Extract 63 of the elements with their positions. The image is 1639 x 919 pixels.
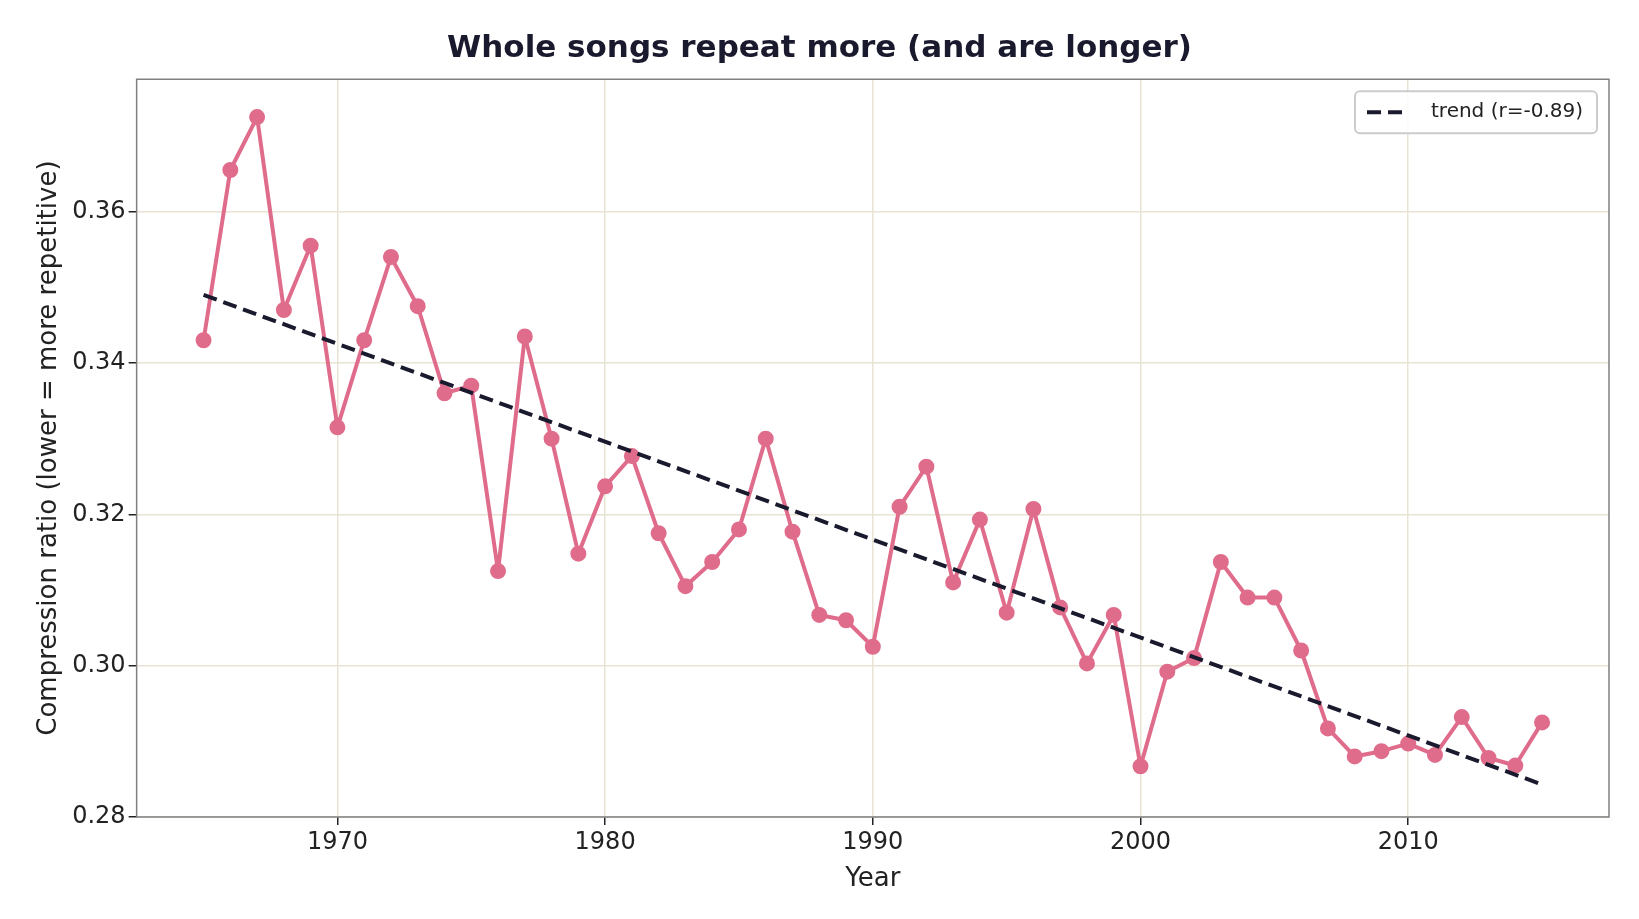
point	[1453, 709, 1470, 726]
point	[570, 545, 587, 562]
point	[1266, 589, 1283, 606]
point	[704, 553, 721, 570]
point	[1132, 758, 1149, 775]
point	[1239, 589, 1256, 606]
point	[222, 162, 239, 179]
point	[436, 385, 453, 402]
x-tick-label: 2000	[1109, 826, 1172, 855]
x-axis-title: Year	[844, 862, 901, 893]
point	[195, 332, 212, 349]
point	[1159, 663, 1176, 680]
point	[329, 419, 346, 436]
point	[1319, 720, 1336, 737]
point	[1507, 757, 1524, 774]
point	[623, 448, 640, 465]
point	[1025, 501, 1042, 518]
point	[1105, 606, 1122, 623]
chart-title: Whole songs repeat more (and are longer)	[447, 27, 1192, 64]
point	[650, 525, 667, 542]
point	[275, 302, 292, 318]
point	[1346, 748, 1363, 765]
point	[597, 478, 614, 495]
point	[891, 498, 908, 515]
x-tick-label: 1970	[306, 826, 368, 855]
point	[1373, 743, 1390, 760]
point	[490, 563, 507, 580]
point	[1212, 553, 1229, 570]
point	[677, 578, 694, 595]
legend-label: trend (r=-0.89)	[1431, 98, 1584, 123]
point	[1078, 655, 1095, 672]
point	[356, 332, 373, 349]
y-tick-label: 0.30	[72, 649, 126, 678]
point	[463, 377, 480, 394]
point	[409, 298, 426, 315]
point	[730, 521, 747, 538]
point	[302, 237, 319, 254]
point	[945, 574, 962, 591]
y-tick-label: 0.32	[72, 498, 126, 527]
point	[1293, 642, 1310, 659]
point	[1400, 735, 1417, 752]
point	[382, 249, 399, 266]
point	[918, 458, 935, 475]
point	[1534, 714, 1551, 731]
x-tick-label: 1980	[574, 826, 636, 855]
point	[757, 430, 774, 447]
point	[811, 606, 828, 623]
point	[971, 511, 988, 528]
point	[1426, 746, 1443, 763]
point	[838, 612, 855, 629]
point	[784, 523, 801, 540]
point	[998, 604, 1015, 621]
x-tick-label: 2010	[1377, 826, 1439, 855]
y-tick-label: 0.34	[72, 347, 126, 376]
point	[249, 109, 266, 126]
point	[543, 430, 560, 447]
x-tick-label: 1990	[842, 826, 904, 855]
point	[516, 328, 533, 345]
point	[864, 638, 881, 655]
y-tick-label: 0.28	[72, 801, 126, 830]
y-tick-label: 0.36	[72, 195, 126, 224]
y-axis-title: Compression ratio (lower = more repetitive)	[32, 160, 63, 736]
point	[1480, 749, 1497, 766]
